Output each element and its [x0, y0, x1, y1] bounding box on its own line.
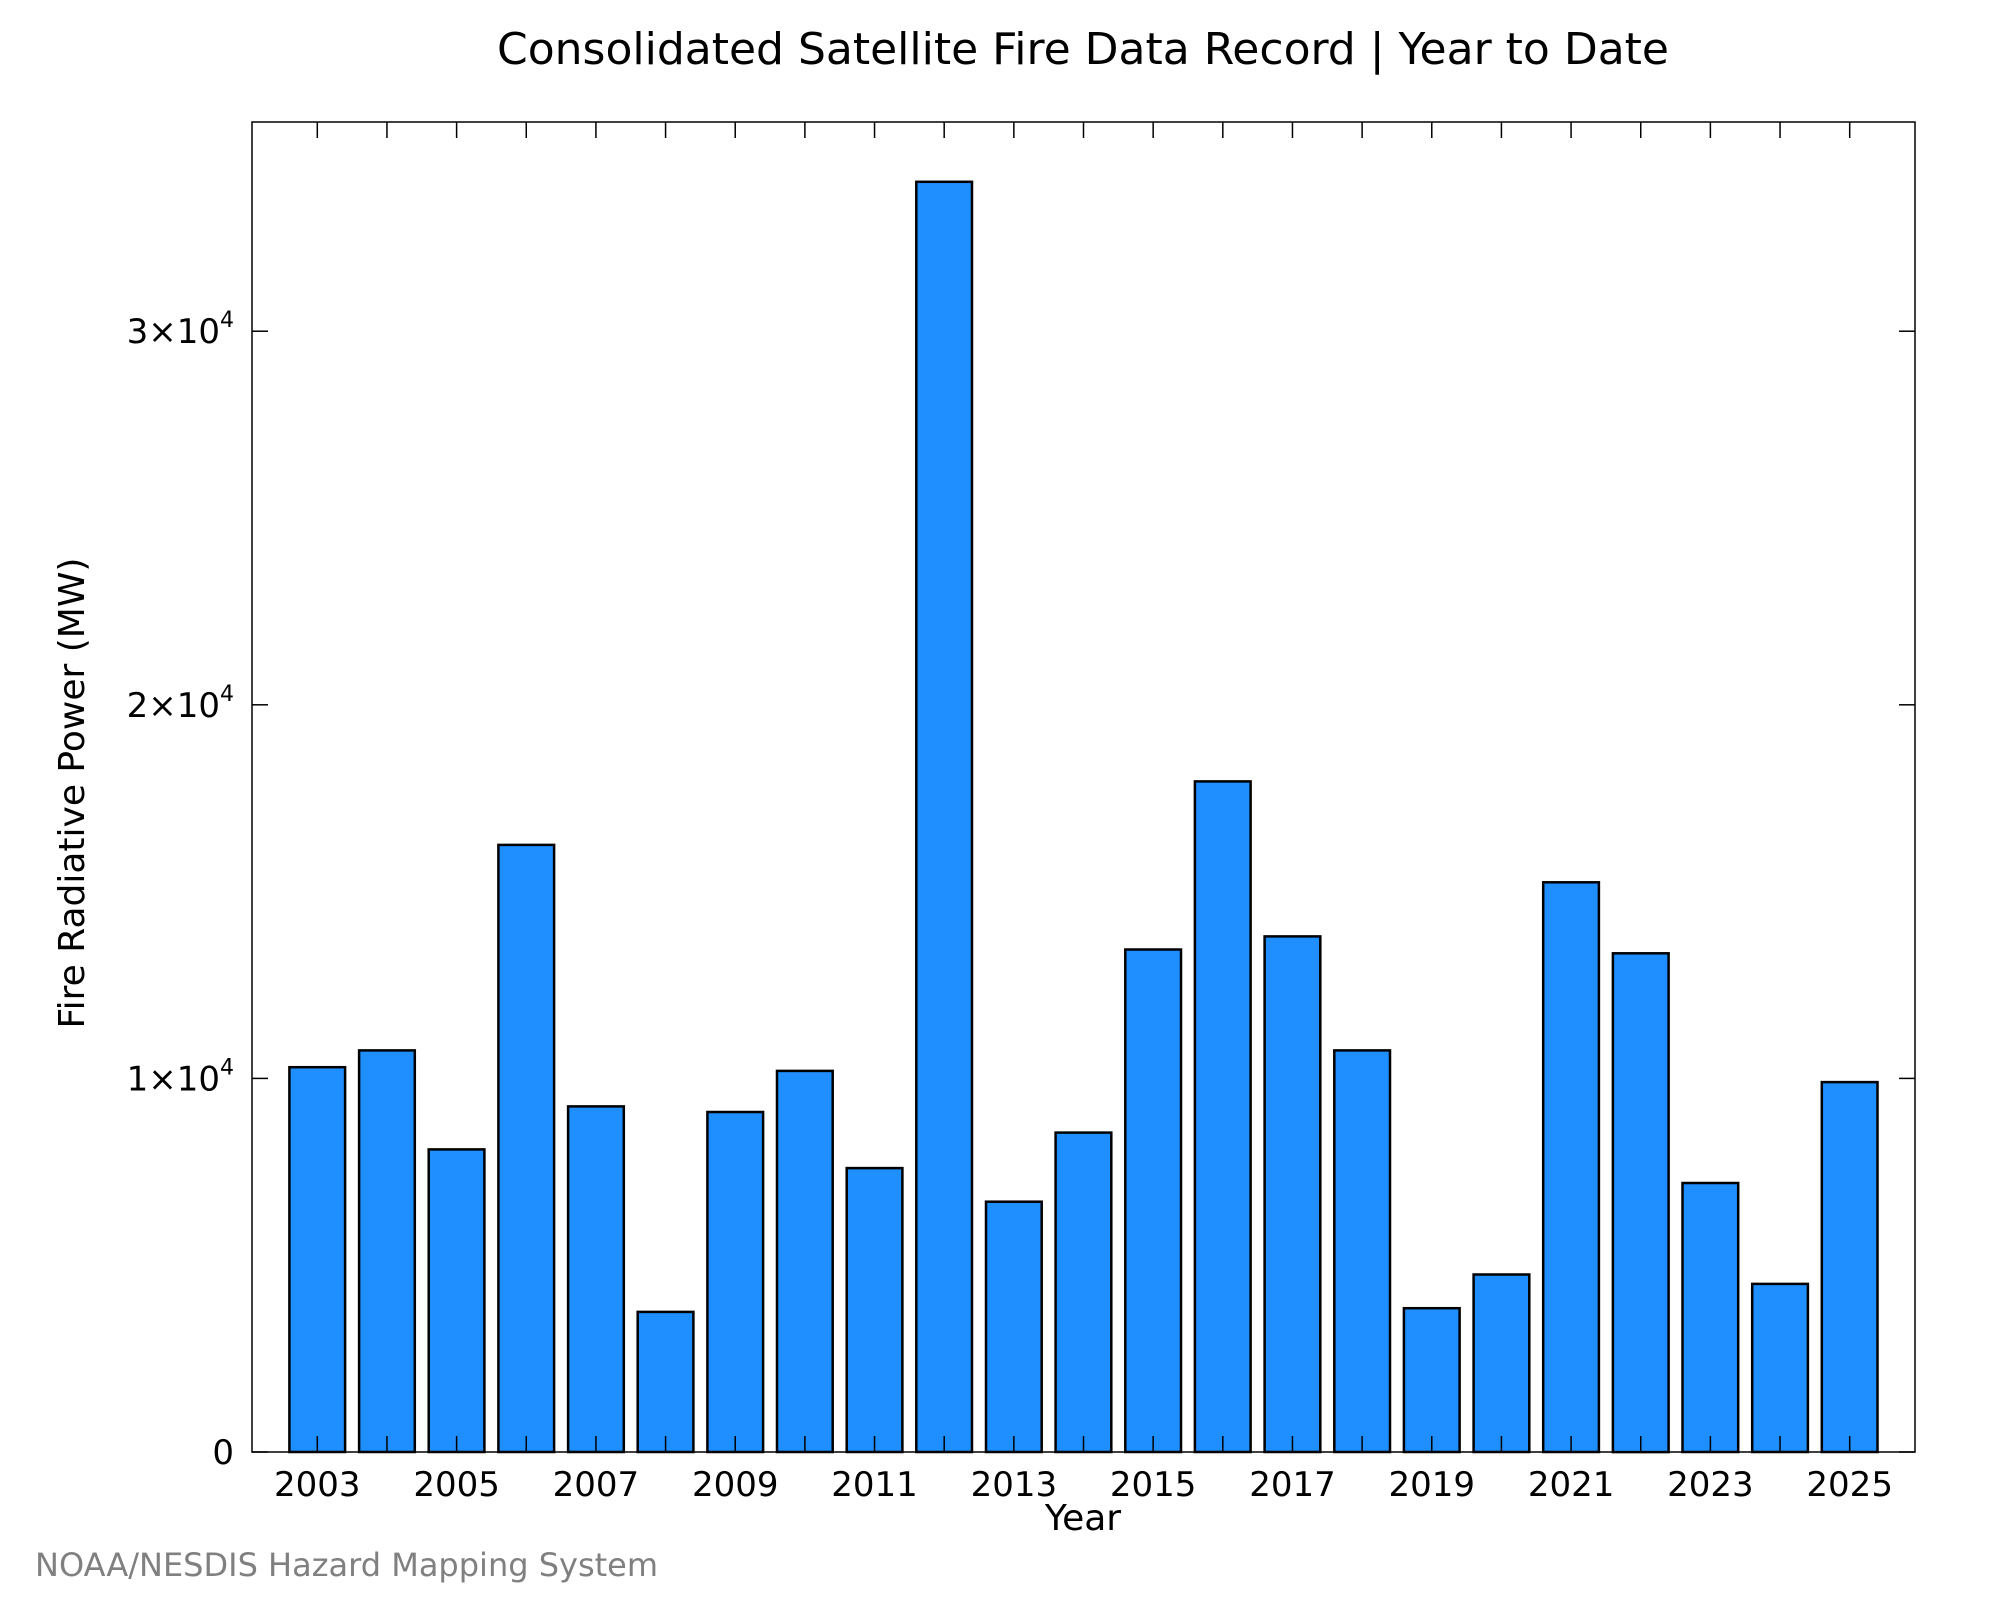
y-axis-label: Fire Radiative Power (MW)	[52, 558, 93, 1029]
y-tick-label: 0	[212, 1433, 234, 1473]
x-tick-label: 2015	[1110, 1465, 1197, 1505]
bar-2023	[1681, 1181, 1740, 1454]
bar-2018	[1333, 1049, 1392, 1454]
bar-2014	[1054, 1131, 1113, 1454]
x-axis-ticks: 2003 2005 2007 2009 2011 2013 2015 2017 2019 2021…	[274, 122, 1893, 1505]
x-tick-label: 2025	[1806, 1465, 1893, 1505]
bar-2024	[1750, 1282, 1810, 1454]
bar-2020	[1472, 1273, 1531, 1454]
x-tick-label: 2017	[1249, 1465, 1336, 1505]
bar-2011	[845, 1166, 904, 1454]
bar-2009	[706, 1110, 765, 1454]
bar-2013	[984, 1200, 1043, 1454]
y-tick-label: 1×104	[127, 1055, 234, 1099]
y-tick-label: 3×104	[127, 308, 234, 352]
bar-group	[288, 180, 1879, 1454]
bar-2006	[497, 843, 556, 1454]
x-tick-label: 2009	[692, 1465, 779, 1505]
bar-2010	[775, 1069, 834, 1454]
y-tick-label: 2×104	[127, 682, 234, 726]
x-tick-label: 2019	[1389, 1465, 1476, 1505]
y-axis-ticks: 0 1×104 2×104 3×104	[127, 308, 1915, 1473]
bar-2025	[1820, 1080, 1879, 1454]
x-tick-label: 2021	[1528, 1465, 1615, 1505]
x-tick-label: 2005	[413, 1465, 500, 1505]
bar-2015	[1124, 948, 1183, 1454]
bar-2019	[1402, 1306, 1461, 1454]
x-tick-label: 2023	[1667, 1465, 1754, 1505]
bar-2003	[288, 1065, 347, 1454]
bar-2004	[357, 1049, 417, 1454]
bar-2007	[566, 1105, 626, 1454]
x-tick-label: 2011	[831, 1465, 918, 1505]
chart-title: Consolidated Satellite Fire Data Record …	[497, 24, 1669, 75]
x-tick-label: 2007	[553, 1465, 640, 1505]
bar-2005	[427, 1148, 486, 1454]
bar-2008	[636, 1310, 695, 1454]
x-tick-label: 2013	[971, 1465, 1058, 1505]
bar-2021	[1541, 881, 1601, 1454]
bar-2017	[1263, 935, 1322, 1454]
x-tick-label: 2003	[274, 1465, 361, 1505]
x-axis-label: Year	[1044, 1498, 1121, 1539]
bar-2012	[915, 180, 974, 1454]
credit-text: NOAA/NESDIS Hazard Mapping System	[35, 1546, 658, 1584]
bar-2022	[1611, 952, 1670, 1454]
bar-2016	[1193, 780, 1252, 1454]
